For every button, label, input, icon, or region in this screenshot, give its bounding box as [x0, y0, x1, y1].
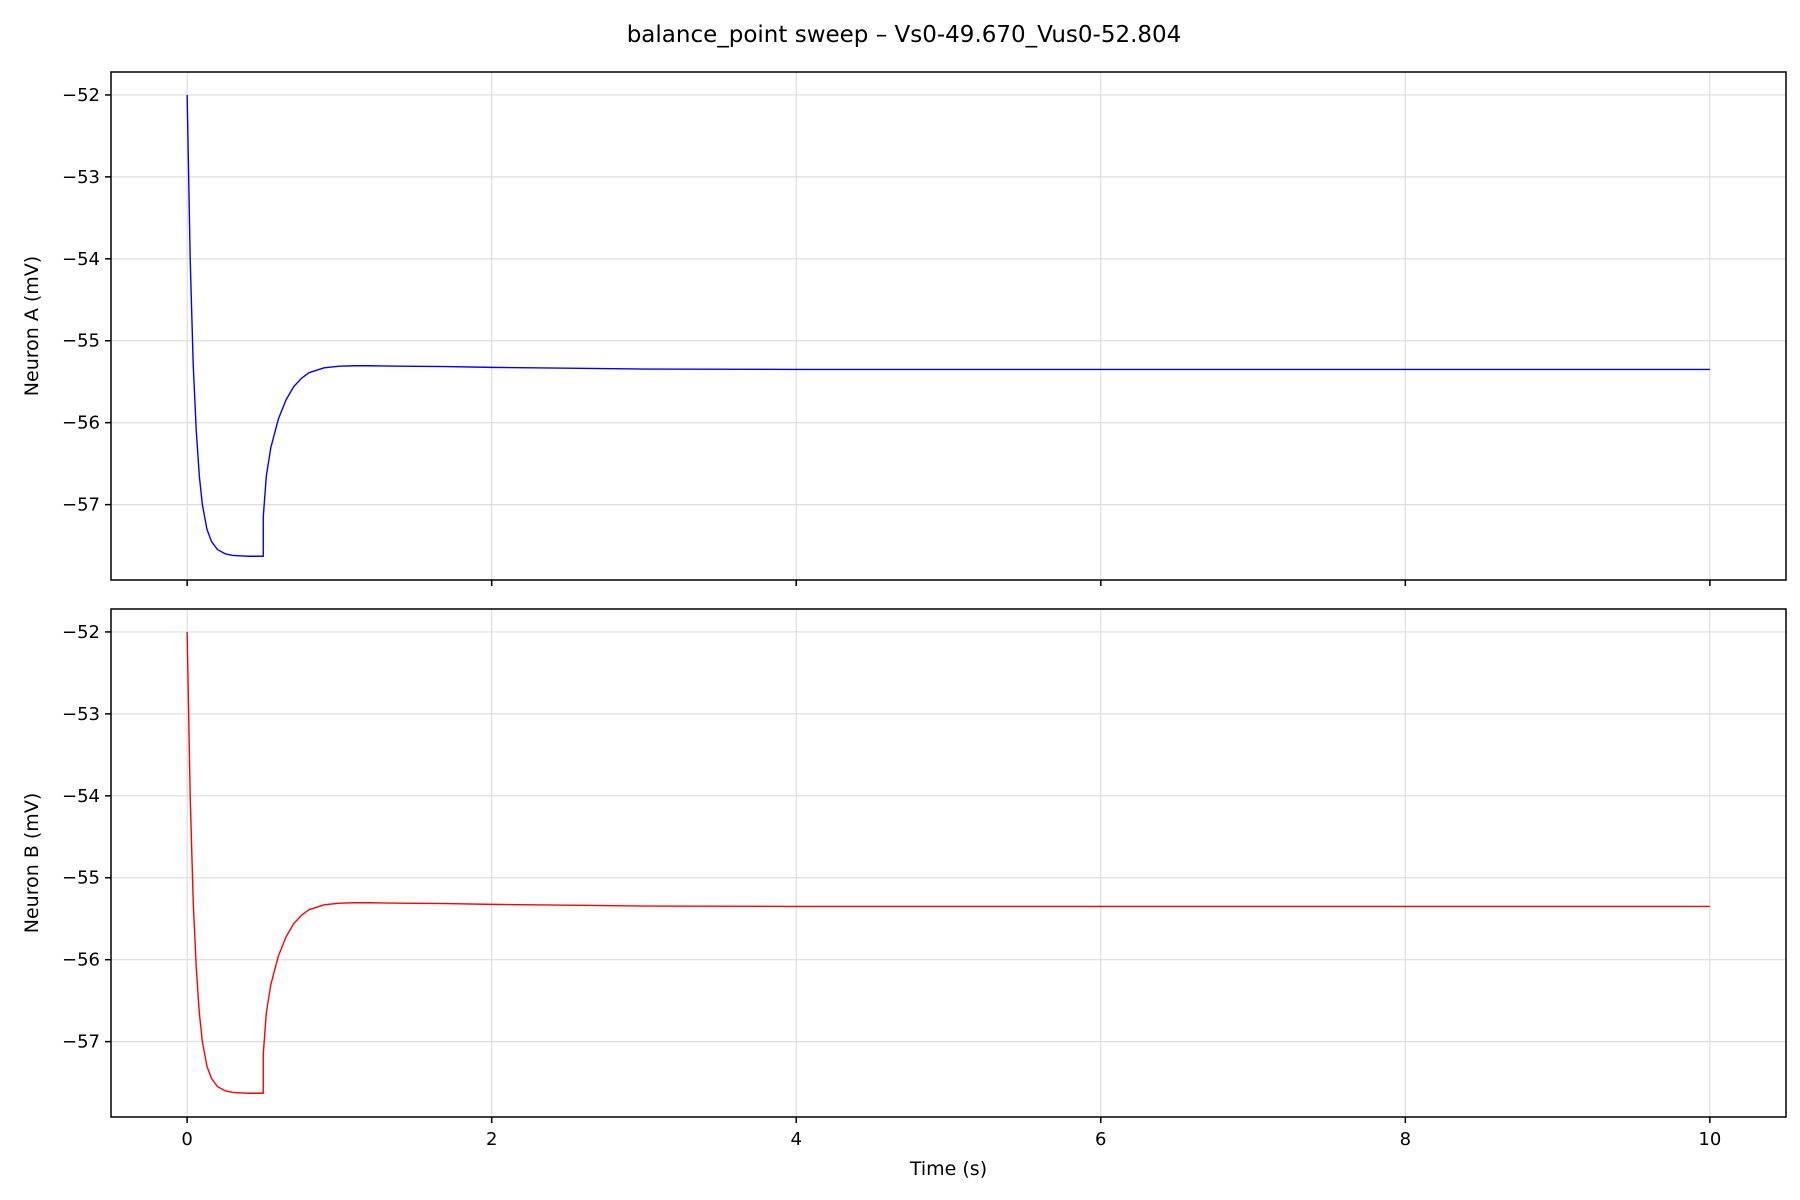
- y-tick-label: −52: [62, 85, 100, 106]
- y-tick-label: −55: [62, 868, 100, 889]
- x-tick-label: 8: [1400, 1129, 1411, 1150]
- series-line: [186, 94, 1710, 557]
- x-tick-label: 6: [1095, 1129, 1106, 1150]
- y-tick-label: −54: [62, 786, 100, 807]
- y-tick-label: −52: [62, 622, 100, 643]
- y-tick-label: −53: [62, 167, 100, 188]
- y-tick-label: −56: [62, 950, 100, 971]
- x-tick-label: 4: [791, 1129, 802, 1150]
- y-axis-label: Neuron A (mV): [21, 256, 43, 396]
- y-tick-label: −53: [62, 704, 100, 725]
- y-axis-label: Neuron B (mV): [21, 793, 43, 933]
- x-axis-label: Time (s): [909, 1158, 987, 1180]
- y-tick-label: −57: [62, 495, 100, 516]
- chart-panels: −57 −56 −55 −54 −53 −52 Neuron A (mV) 0 2 4 6 8 10 −5…: [21, 71, 1787, 1180]
- x-tick-label: 2: [486, 1129, 497, 1150]
- y-tick-label: −55: [62, 331, 100, 352]
- series-line: [186, 631, 1710, 1094]
- x-tick-label: 0: [181, 1129, 192, 1150]
- y-tick-label: −57: [62, 1032, 100, 1053]
- figure-title: balance_point sweep – Vs0-49.670_Vus0-52…: [627, 22, 1182, 48]
- y-tick-label: −54: [62, 249, 100, 270]
- plot-frame: [110, 71, 1787, 581]
- plot-frame: [110, 608, 1787, 1118]
- y-tick-label: −56: [62, 413, 100, 434]
- x-tick-label: 10: [1698, 1129, 1721, 1150]
- panel-2: 0 2 4 6 8 10 −57 −56 −55 −54 −53 −52 Neuron B (mV) Ti…: [21, 608, 1787, 1180]
- panel-1: −57 −56 −55 −54 −53 −52 Neuron A (mV): [21, 71, 1787, 586]
